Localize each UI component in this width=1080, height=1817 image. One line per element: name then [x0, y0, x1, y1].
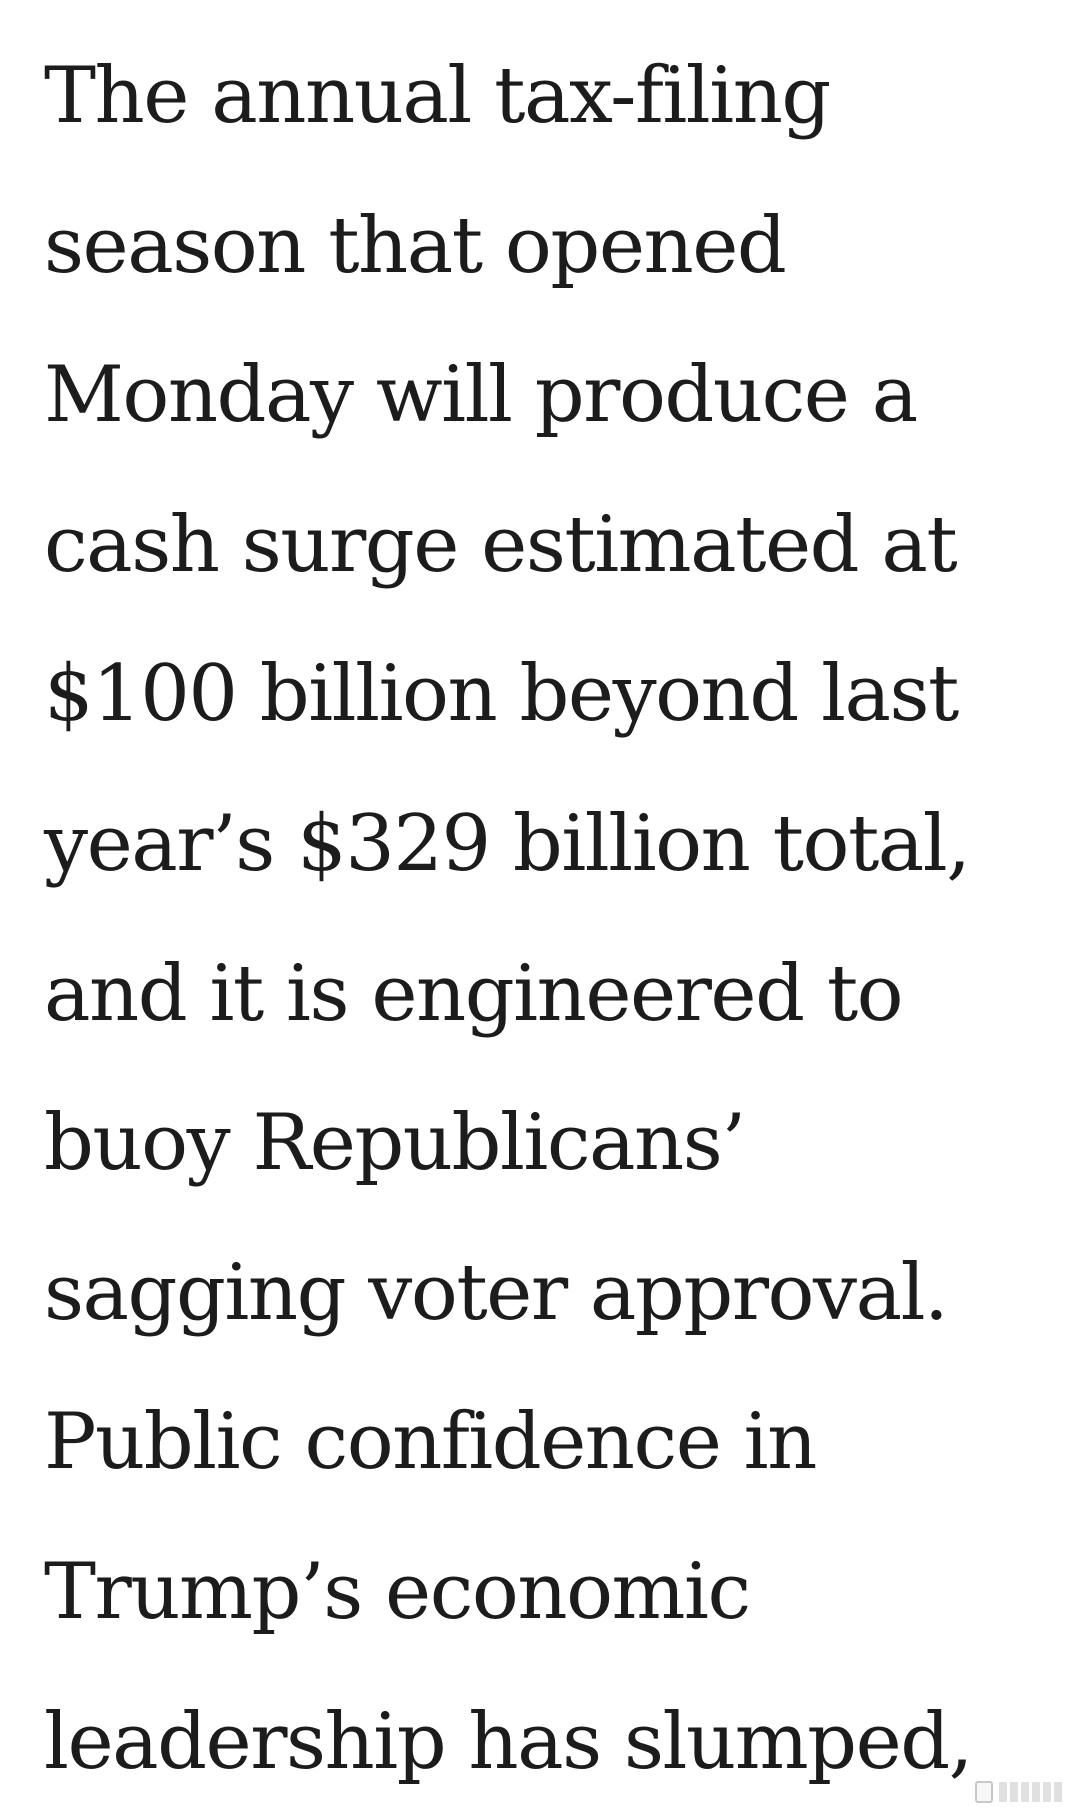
article-line: year’s $329 billion total, — [44, 798, 971, 889]
article-line: Trump’s economic — [44, 1546, 751, 1637]
watermark-logo-icon — [975, 1781, 993, 1803]
article-line: The annual tax-filing — [44, 51, 831, 141]
article-line: season that opened — [44, 200, 787, 291]
watermark — [975, 1781, 1062, 1803]
article-line: leadership has slumped, — [44, 1696, 973, 1787]
article-body: The annual tax-filing season that opened… — [44, 22, 1054, 1817]
article-line: Public confidence in — [44, 1397, 817, 1488]
article-line: and it is engineered to — [44, 948, 904, 1039]
article-line: sagging voter approval. — [44, 1247, 949, 1338]
watermark-bars-icon — [999, 1782, 1062, 1802]
article-line: $100 billion beyond last — [44, 649, 959, 740]
article-line: cash surge estimated at — [44, 499, 958, 590]
article-line: buoy Republicans’ — [44, 1098, 746, 1189]
article-line: Monday will produce a — [44, 350, 918, 441]
